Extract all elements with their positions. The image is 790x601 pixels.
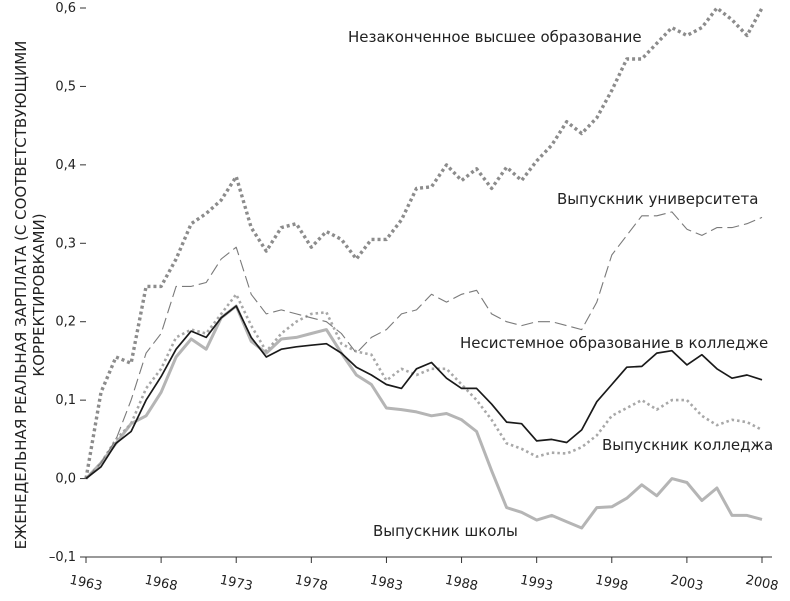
series-label-some-college: Несистемное образование в колледже [460,334,768,352]
x-tick-label: 1963 [68,573,103,595]
series-label-college-graduate: Выпускник колледжа [602,436,773,454]
y-axis-title: ЕЖЕНЕДЕЛЬНАЯ РЕАЛЬНАЯ ЗАРПЛАТА (С СООТВЕ… [12,41,48,550]
y-tick-label: 0,4 [55,158,76,173]
x-tick-label: 1968 [143,573,178,595]
x-tick-label: 1978 [293,573,328,595]
y-tick-label: 0,5 [55,79,76,94]
x-tick-label: 1998 [594,573,629,595]
y-axis-title-line-2: КОРРЕКТИРОВКАМИ) [30,213,48,376]
series-labels: Незаконченное высшее образование Выпускн… [348,28,773,540]
y-axis-title-line-1: ЕЖЕНЕДЕЛЬНАЯ РЕАЛЬНАЯ ЗАРПЛАТА (С СООТВЕ… [12,41,30,550]
x-tick-label: 2008 [744,573,779,595]
series-label-incomplete-higher-education: Незаконченное высшее образование [348,28,642,46]
line-high-school-graduate [84,304,763,530]
y-tick-label: 0,3 [55,236,76,251]
series-label-high-school-graduate: Выпускник школы [373,522,518,540]
x-tick-label: 1983 [369,573,404,595]
x-tick-label: 2003 [669,573,704,595]
axes [80,7,772,563]
y-tick-label: 0,0 [55,472,76,487]
line-college-graduate [85,292,763,480]
x-tick-label: 1973 [218,573,253,595]
y-tick-label: 0,1 [55,393,76,408]
series-lines [84,6,764,530]
y-tick-label: 0,6 [55,1,76,16]
y-tick-label: 0,2 [55,315,76,330]
line-incomplete-higher-education [84,6,764,479]
x-tick-label: 1988 [444,573,479,595]
line-some-college [85,305,763,480]
series-label-university-graduate: Выпускник университета [557,190,758,208]
tick-labels: –0,1 0,0 0,1 0,2 0,3 0,4 0,5 0,6 1963 1968 1973 197… [49,1,780,594]
x-tick-label: 1993 [519,573,554,595]
y-tick-label: –0,1 [49,550,76,565]
